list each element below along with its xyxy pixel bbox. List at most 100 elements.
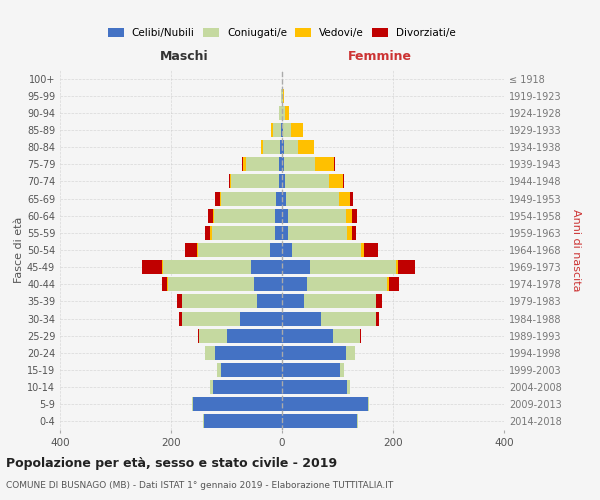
- Bar: [360, 328, 361, 342]
- Bar: [182, 312, 241, 326]
- Bar: [282, 158, 284, 172]
- Bar: [376, 294, 382, 308]
- Bar: [307, 278, 388, 291]
- Bar: [254, 278, 282, 291]
- Bar: [282, 243, 292, 257]
- Bar: [282, 414, 357, 428]
- Bar: [347, 380, 350, 394]
- Text: Femmine: Femmine: [347, 50, 412, 63]
- Bar: [310, 260, 396, 274]
- Text: COMUNE DI BUSNAGO (MB) - Dati ISTAT 1° gennaio 2019 - Elaborazione TUTTITALIA.IT: COMUNE DI BUSNAGO (MB) - Dati ISTAT 1° g…: [6, 481, 393, 490]
- Bar: [197, 243, 270, 257]
- Bar: [282, 328, 333, 342]
- Bar: [282, 226, 287, 240]
- Bar: [241, 312, 282, 326]
- Bar: [176, 294, 182, 308]
- Bar: [396, 260, 398, 274]
- Bar: [282, 278, 307, 291]
- Bar: [192, 398, 193, 411]
- Bar: [275, 226, 282, 240]
- Bar: [282, 294, 304, 308]
- Bar: [315, 158, 334, 172]
- Y-axis label: Fasce di età: Fasce di età: [14, 217, 24, 283]
- Bar: [263, 140, 280, 154]
- Bar: [221, 363, 282, 377]
- Bar: [243, 158, 246, 172]
- Bar: [339, 192, 350, 205]
- Bar: [282, 208, 287, 222]
- Bar: [282, 88, 283, 102]
- Bar: [161, 278, 167, 291]
- Bar: [283, 123, 292, 137]
- Bar: [285, 106, 289, 120]
- Bar: [350, 192, 353, 205]
- Bar: [262, 140, 263, 154]
- Bar: [205, 226, 211, 240]
- Text: Popolazione per età, sesso e stato civile - 2019: Popolazione per età, sesso e stato civil…: [6, 457, 337, 470]
- Bar: [340, 363, 344, 377]
- Bar: [282, 260, 310, 274]
- Bar: [221, 192, 277, 205]
- Bar: [203, 414, 204, 428]
- Bar: [282, 174, 285, 188]
- Bar: [364, 243, 378, 257]
- Bar: [282, 346, 346, 360]
- Bar: [212, 380, 282, 394]
- Bar: [352, 226, 356, 240]
- Text: Maschi: Maschi: [160, 50, 209, 63]
- Bar: [257, 294, 282, 308]
- Bar: [282, 123, 283, 137]
- Bar: [212, 226, 275, 240]
- Bar: [292, 123, 302, 137]
- Bar: [389, 278, 398, 291]
- Bar: [321, 312, 376, 326]
- Bar: [376, 312, 379, 326]
- Bar: [284, 158, 315, 172]
- Bar: [215, 192, 220, 205]
- Bar: [287, 226, 347, 240]
- Bar: [204, 414, 282, 428]
- Bar: [280, 140, 282, 154]
- Bar: [388, 278, 389, 291]
- Bar: [285, 174, 329, 188]
- Bar: [193, 398, 282, 411]
- Bar: [220, 192, 221, 205]
- Bar: [278, 174, 282, 188]
- Bar: [286, 192, 339, 205]
- Bar: [346, 346, 355, 360]
- Bar: [287, 208, 346, 222]
- Bar: [167, 278, 168, 291]
- Bar: [215, 346, 282, 360]
- Bar: [168, 278, 254, 291]
- Bar: [398, 260, 415, 274]
- Bar: [199, 328, 227, 342]
- Bar: [361, 243, 364, 257]
- Bar: [282, 398, 368, 411]
- Bar: [142, 260, 161, 274]
- Y-axis label: Anni di nascita: Anni di nascita: [571, 209, 581, 291]
- Bar: [211, 226, 212, 240]
- Bar: [368, 398, 369, 411]
- Bar: [242, 158, 243, 172]
- Bar: [217, 363, 221, 377]
- Bar: [227, 328, 282, 342]
- Bar: [275, 208, 282, 222]
- Bar: [205, 346, 215, 360]
- Bar: [185, 243, 197, 257]
- Bar: [282, 363, 340, 377]
- Bar: [229, 174, 230, 188]
- Bar: [230, 174, 232, 188]
- Bar: [329, 174, 343, 188]
- Bar: [346, 208, 352, 222]
- Bar: [281, 88, 282, 102]
- Bar: [298, 140, 314, 154]
- Legend: Celibi/Nubili, Coniugati/e, Vedovi/e, Divorziati/e: Celibi/Nubili, Coniugati/e, Vedovi/e, Di…: [105, 25, 459, 42]
- Bar: [272, 123, 281, 137]
- Bar: [214, 208, 275, 222]
- Bar: [283, 88, 284, 102]
- Bar: [282, 140, 284, 154]
- Bar: [208, 208, 213, 222]
- Bar: [213, 208, 214, 222]
- Bar: [277, 192, 282, 205]
- Bar: [197, 328, 199, 342]
